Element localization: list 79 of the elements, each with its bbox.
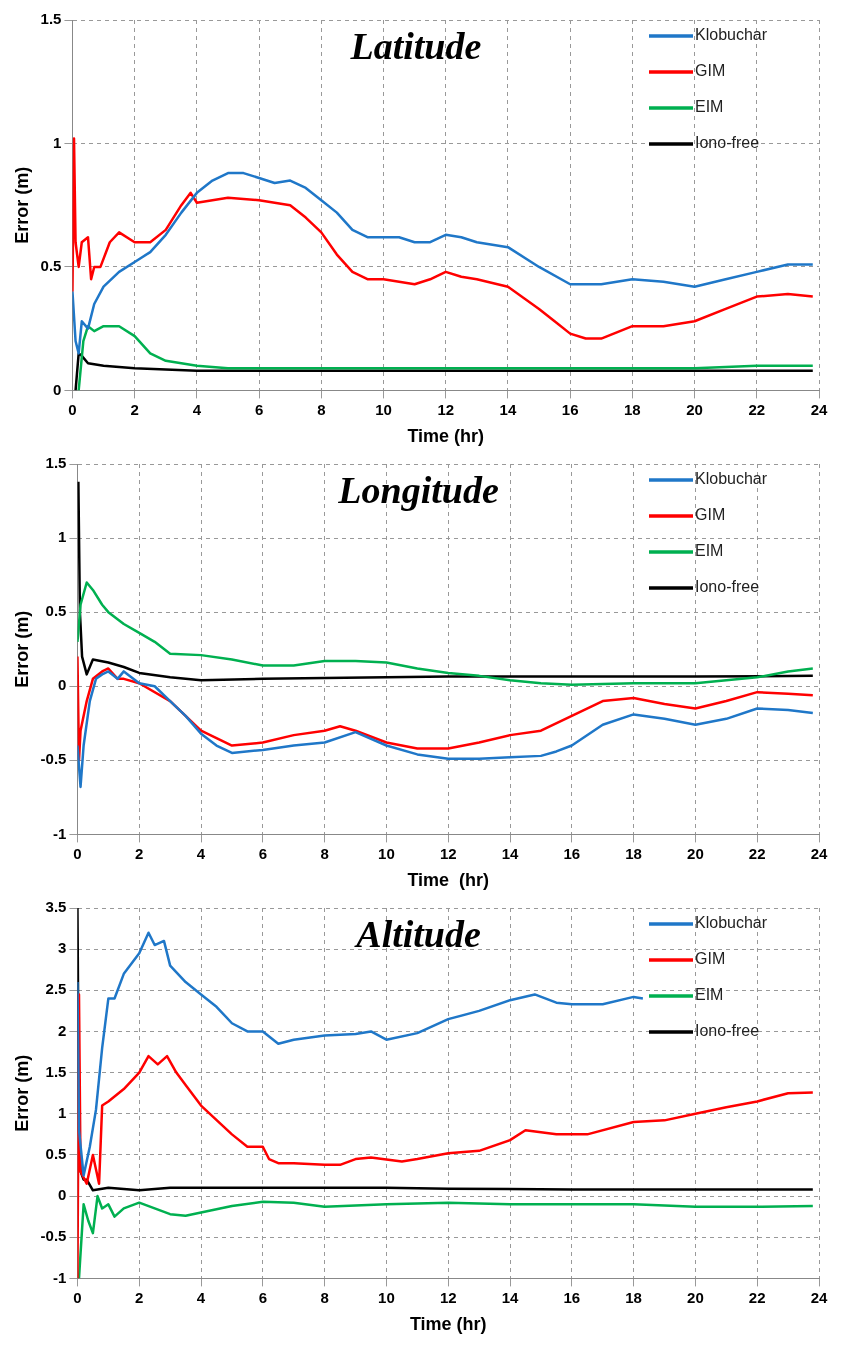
y-tick-label: -1	[53, 1268, 67, 1286]
x-tick-label: 24	[810, 1288, 828, 1306]
x-tick-label: 20	[687, 844, 704, 862]
x-tick-label: 6	[258, 1288, 268, 1306]
x-tick-label: 8	[320, 1288, 329, 1306]
x-tick-label: 8	[317, 400, 326, 418]
x-tick-label: 14	[501, 844, 520, 862]
x-tick-label: 12	[439, 1288, 457, 1306]
y-tick-label: 2.5	[45, 980, 67, 998]
legend-label: Iono-free	[695, 578, 760, 596]
x-tick-label: 24	[810, 400, 828, 418]
x-tick-label: 8	[320, 844, 329, 862]
x-tick-label: 16	[563, 1288, 581, 1306]
x-tick-label: 2	[135, 844, 144, 862]
legend-label: Klobuchar	[695, 26, 768, 44]
y-tick-label: 3.5	[45, 898, 67, 916]
x-tick-label: 22	[748, 1288, 766, 1306]
legend-label: Iono-free	[695, 134, 760, 152]
x-tick-label: 0	[73, 844, 82, 862]
x-tick-label: 10	[378, 844, 395, 862]
x-tick-label: 20	[686, 400, 703, 418]
x-tick-label: 24	[810, 844, 828, 862]
x-tick-label: 18	[624, 400, 641, 418]
y-tick-label: 1	[53, 133, 62, 151]
legend-label: Klobuchar	[695, 470, 768, 488]
x-tick-label: 16	[561, 400, 579, 418]
y-tick-label: 0.5	[45, 602, 67, 620]
y-tick-label: 1.5	[45, 454, 67, 472]
x-tick-label: 22	[748, 400, 766, 418]
y-tick-label: 3	[58, 939, 67, 957]
legend-label: GIM	[695, 506, 726, 524]
x-tick-label: 6	[254, 400, 264, 418]
y-axis-title: Error (m)	[11, 166, 32, 244]
x-tick-label: 4	[196, 1288, 206, 1306]
x-tick-label: 10	[375, 400, 392, 418]
x-tick-label: 2	[135, 1288, 144, 1306]
y-tick-label: 1.5	[40, 10, 62, 28]
y-tick-label: -0.5	[40, 1227, 67, 1245]
x-tick-label: 20	[687, 1288, 704, 1306]
x-tick-label: 14	[499, 400, 517, 418]
chart-title: Latitude	[349, 24, 482, 67]
y-tick-label: 0	[58, 1186, 67, 1204]
legend-label: GIM	[695, 950, 726, 968]
y-tick-label: 0.5	[40, 257, 62, 275]
y-tick-label: 0.5	[45, 1145, 67, 1163]
x-tick-label: 14	[501, 1288, 520, 1306]
y-tick-label: 0	[58, 676, 67, 694]
x-axis-title: Time (hr)	[407, 426, 485, 447]
chart-title: Longitude	[337, 468, 499, 511]
y-tick-label: 1	[58, 1103, 67, 1121]
legend-label: EIM	[695, 98, 724, 116]
legend-label: GIM	[695, 62, 726, 80]
x-axis-title: Time (hr)	[407, 870, 490, 891]
x-tick-label: 12	[439, 844, 457, 862]
legend-label: EIM	[695, 986, 724, 1004]
y-tick-label: -1	[53, 824, 67, 842]
x-tick-label: 4	[196, 844, 206, 862]
legend-label: Iono-free	[695, 1022, 760, 1040]
chart-title: Altitude	[354, 912, 481, 955]
x-tick-label: 18	[625, 1288, 642, 1306]
x-tick-label: 4	[192, 400, 202, 418]
y-axis-title: Error (m)	[11, 610, 32, 688]
x-tick-label: 16	[563, 844, 581, 862]
y-tick-label: 1.5	[45, 1062, 67, 1080]
x-axis-title: Time (hr)	[409, 1314, 487, 1335]
y-tick-label: -0.5	[40, 750, 67, 768]
x-tick-label: 10	[378, 1288, 395, 1306]
y-tick-label: 1	[58, 528, 67, 546]
x-tick-label: 0	[73, 1288, 82, 1306]
legend-label: EIM	[695, 542, 724, 560]
x-tick-label: 22	[748, 844, 766, 862]
x-tick-label: 12	[437, 400, 455, 418]
legend-label: Klobuchar	[695, 914, 768, 932]
x-tick-label: 2	[130, 400, 139, 418]
x-tick-label: 6	[258, 844, 268, 862]
y-tick-label: 0	[53, 380, 62, 398]
x-tick-label: 18	[625, 844, 642, 862]
y-axis-title: Error (m)	[11, 1054, 32, 1132]
y-tick-label: 2	[58, 1021, 67, 1039]
